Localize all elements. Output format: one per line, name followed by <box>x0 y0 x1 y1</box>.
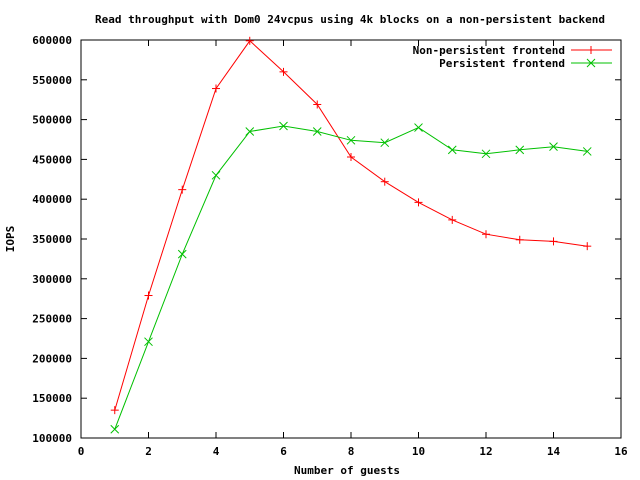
y-tick-label: 150000 <box>32 392 72 405</box>
y-axis-label: IOPS <box>4 226 17 253</box>
data-point <box>448 215 457 224</box>
y-tick-label: 500000 <box>32 114 72 127</box>
y-tick-label: 550000 <box>32 74 72 87</box>
legend-item: Non-persistent frontend <box>413 44 612 57</box>
x-axis-label: Number of guests <box>294 464 400 477</box>
data-point <box>549 237 558 246</box>
y-tick-label: 300000 <box>32 273 72 286</box>
data-point <box>482 230 490 239</box>
x-tick-label: 16 <box>614 445 628 458</box>
x-tick-label: 10 <box>412 445 425 458</box>
data-point <box>414 198 423 207</box>
x-tick-label: 8 <box>348 445 355 458</box>
series-non-persistent-frontend <box>110 36 592 415</box>
data-point <box>312 127 322 136</box>
y-tick-label: 200000 <box>32 352 72 365</box>
data-point <box>177 249 187 259</box>
y-tick-label: 100000 <box>32 432 72 445</box>
plot-frame <box>80 39 622 439</box>
data-point <box>347 153 355 162</box>
data-point <box>549 142 558 152</box>
data-point <box>245 127 255 136</box>
x-tick-label: 14 <box>547 445 561 458</box>
x-tick-label: 2 <box>145 445 152 458</box>
data-point <box>583 242 592 251</box>
data-point <box>279 67 288 76</box>
x-tick-label: 0 <box>78 445 85 458</box>
series-persistent-frontend <box>110 121 592 434</box>
data-point <box>313 100 322 109</box>
series-line <box>114 125 588 430</box>
series-line <box>114 40 588 411</box>
x-tick-label: 12 <box>479 445 492 458</box>
data-point <box>178 185 187 194</box>
legend-label: Non-persistent frontend <box>413 44 565 57</box>
y-tick-label: 250000 <box>32 313 72 326</box>
data-point <box>515 235 524 244</box>
data-point <box>515 145 525 155</box>
data-point <box>144 337 153 347</box>
data-point <box>414 123 423 132</box>
data-point <box>481 149 491 159</box>
data-point <box>380 177 389 186</box>
y-axis: 100000 150000 200000 250000 300000 350000 4000… <box>32 34 621 445</box>
legend-item: Persistent frontend <box>439 57 612 70</box>
data-point <box>144 291 153 300</box>
data-point <box>211 170 221 180</box>
data-point <box>447 145 457 155</box>
y-tick-label: 350000 <box>32 233 72 246</box>
data-point <box>245 36 254 45</box>
data-point <box>212 84 220 93</box>
y-tick-label: 400000 <box>32 193 72 206</box>
y-tick-label: 450000 <box>32 153 72 166</box>
data-point <box>110 424 120 434</box>
x-tick-label: 4 <box>213 445 220 458</box>
y-tick-label: 600000 <box>32 34 72 47</box>
data-point <box>110 406 119 415</box>
x-tick-label: 6 <box>280 445 287 458</box>
series-layer <box>110 36 592 434</box>
legend-marker <box>586 58 596 68</box>
legend-label: Persistent frontend <box>439 57 565 70</box>
x-axis: 0 2 4 6 8 10 12 14 16 <box>78 40 628 458</box>
data-point <box>346 135 356 145</box>
chart-title: Read throughput with Dom0 24vcpus using … <box>95 13 605 26</box>
data-point <box>279 121 288 131</box>
data-point <box>582 147 592 156</box>
legend-marker <box>587 46 595 54</box>
data-point <box>380 138 390 148</box>
